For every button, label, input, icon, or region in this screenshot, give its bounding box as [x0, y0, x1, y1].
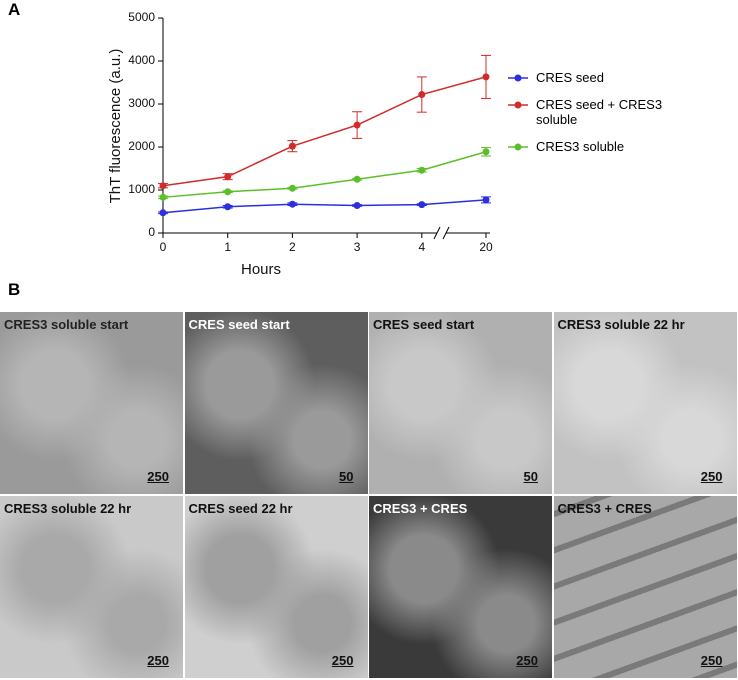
micrograph: CRES3 soluble 22 hr 250	[553, 312, 737, 494]
micrograph: CRES3 + CRES 250	[553, 496, 737, 678]
legend: CRES seed CRES seed + CRES3 soluble CRES3 …	[508, 70, 678, 166]
legend-dot	[514, 101, 522, 109]
micrograph: CRES seed start 50	[184, 312, 368, 494]
micrograph-caption: CRES seed 22 hr	[188, 501, 293, 516]
scale-bar-label: 250	[331, 653, 354, 668]
data-point	[482, 148, 490, 156]
x-axis-label: Hours	[241, 261, 281, 278]
x-tick-label: 1	[224, 240, 231, 254]
micrograph: CRES seed start 50	[369, 312, 552, 494]
data-point	[288, 142, 296, 150]
data-point	[482, 73, 490, 81]
data-point	[482, 196, 490, 204]
panel-label: A	[8, 0, 21, 19]
legend-swatch	[508, 74, 528, 82]
micrograph: CRES3 soluble start 250	[0, 312, 183, 494]
scale-bar-label: 250	[147, 469, 169, 484]
data-point	[288, 184, 296, 192]
data-point	[159, 182, 167, 190]
legend-entry: CRES seed + CRES3 soluble	[508, 97, 678, 127]
data-point	[418, 91, 426, 99]
micrograph: CRES seed 22 hr 250	[184, 496, 368, 678]
data-point	[224, 173, 232, 181]
legend-entry: CRES seed	[508, 70, 678, 85]
micrograph-caption: CRES3 + CRES	[557, 501, 652, 516]
axis-break	[433, 226, 441, 240]
legend-entry: CRES3 soluble	[508, 139, 678, 154]
y-tick-label: 0	[148, 225, 155, 239]
series-line	[162, 76, 487, 187]
chart: Hours ThT fluorescence (a.u.) 0 1000 2000 3…	[107, 10, 493, 278]
scale-bar-label: 250	[700, 653, 723, 668]
scale-bar-label: 50	[523, 469, 538, 484]
x-tick-label: 4	[418, 240, 425, 254]
scale-bar-label: 250	[516, 653, 538, 668]
micrograph: CRES3 soluble 22 hr 250	[0, 496, 183, 678]
data-point	[418, 166, 426, 174]
x-tick-label: 2	[289, 240, 296, 254]
scale-bar-label: 50	[339, 469, 354, 484]
scale-bar-label: 250	[147, 653, 169, 668]
legend-swatch	[508, 101, 528, 109]
data-point	[353, 121, 361, 129]
micrograph: CRES3 + CRES 250	[369, 496, 552, 678]
data-point	[418, 201, 426, 209]
micrograph-caption: CRES3 soluble 22 hr	[4, 501, 132, 516]
data-point	[353, 201, 361, 209]
legend-dot	[514, 74, 522, 82]
micrograph-grid: CRES3 soluble start 250 CRES seed start 50 C…	[0, 312, 738, 680]
y-tick-label: 1000	[128, 182, 155, 196]
micrograph-caption: CRES seed start	[373, 317, 475, 332]
y-tick-label: 3000	[128, 96, 155, 110]
micrograph-caption: CRES3 soluble 22 hr	[557, 317, 685, 332]
x-tick-label: 0	[160, 240, 167, 254]
x-tick-label: 20	[479, 240, 493, 254]
micrograph-caption: CRES3 soluble start	[4, 317, 129, 332]
x-tick-label: 3	[354, 240, 361, 254]
y-tick-label: 2000	[128, 139, 155, 153]
legend-label: CRES seed + CRES3 soluble	[536, 97, 663, 127]
axis-break	[442, 226, 450, 240]
panel-label: B	[8, 280, 21, 299]
legend-label: CRES3 soluble	[536, 139, 625, 154]
scale-bar-label: 250	[700, 469, 723, 484]
series-line	[162, 151, 487, 199]
data-point	[224, 188, 232, 196]
data-point	[288, 200, 296, 208]
y-tick-label: 5000	[128, 10, 155, 24]
y-axis-label: ThT fluorescence (a.u.)	[107, 49, 124, 204]
y-tick-label: 4000	[128, 53, 155, 67]
data-point	[224, 203, 232, 211]
micrograph-caption: CRES seed start	[188, 317, 290, 332]
series-line	[162, 199, 487, 214]
data-point	[353, 175, 361, 183]
micrograph-caption: CRES3 + CRES	[373, 501, 468, 516]
legend-dot	[514, 143, 522, 151]
data-point	[159, 209, 167, 217]
legend-label: CRES seed	[536, 70, 604, 85]
legend-swatch	[508, 143, 528, 151]
data-point	[159, 193, 167, 201]
